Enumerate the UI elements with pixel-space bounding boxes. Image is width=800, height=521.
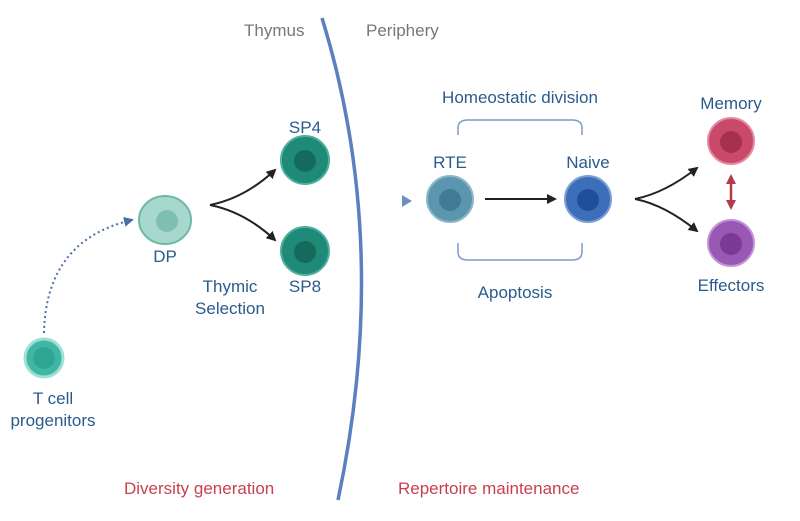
rte-label: RTE	[433, 153, 467, 172]
progenitor-cell	[23, 337, 65, 379]
naive-to-memory-arrow	[634, 166, 699, 200]
effectors-label: Effectors	[697, 276, 765, 295]
sp4-cell	[280, 135, 330, 185]
emigration-arrowhead	[402, 195, 412, 207]
memory-cell	[707, 117, 755, 165]
apoptosis-bracket	[457, 243, 583, 261]
thymic-selection-label: Thymic Selection	[180, 276, 280, 320]
progenitor-label-line2: progenitors	[10, 411, 96, 430]
thymic-selection-line2: Selection	[195, 299, 265, 318]
thymus-label: Thymus	[244, 21, 305, 40]
dp-to-sp8-arrow	[209, 204, 277, 242]
memory-label: Memory	[700, 94, 762, 113]
progenitor-label: T cell progenitors	[0, 388, 106, 432]
progenitor-to-dp-arrow	[43, 216, 134, 334]
naive-label: Naive	[566, 153, 610, 172]
progenitor-label-line1: T cell	[32, 389, 74, 408]
thymic-selection-line1: Thymic	[202, 277, 258, 296]
sp4-label: SP4	[288, 118, 322, 137]
apoptosis-label: Apoptosis	[477, 283, 553, 302]
dp-cell	[138, 195, 192, 245]
thymus-periphery-boundary	[320, 17, 364, 501]
repertoire-maintenance-label: Repertoire maintenance	[398, 479, 580, 498]
rte-cell	[426, 175, 474, 223]
sp8-cell	[280, 226, 330, 276]
periphery-label: Periphery	[366, 21, 439, 40]
effectors-cell	[707, 219, 755, 267]
dp-to-sp4-arrow	[209, 168, 277, 206]
naive-cell	[564, 175, 612, 223]
homeostatic-division-label: Homeostatic division	[442, 88, 598, 107]
sp8-label: SP8	[288, 277, 322, 296]
dp-label: DP	[153, 247, 177, 266]
diversity-generation-label: Diversity generation	[124, 479, 275, 498]
homeostatic-bracket	[457, 119, 583, 135]
naive-to-effectors-arrow	[634, 198, 699, 233]
